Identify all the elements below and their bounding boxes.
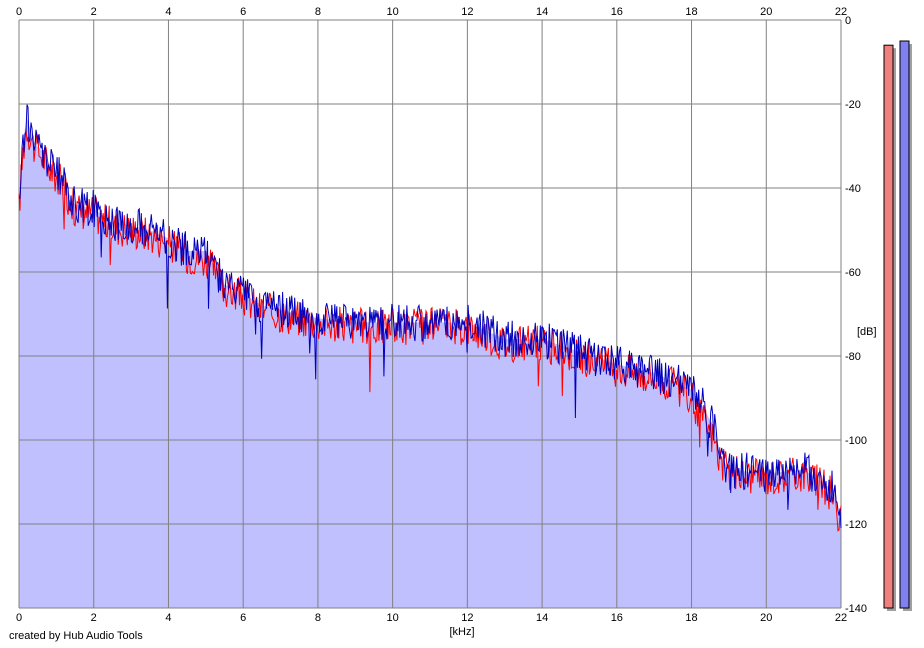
x-tick-label-bottom: 22 (835, 612, 847, 624)
x-tick-label-bottom: 16 (611, 612, 623, 624)
x-tick-label-bottom: 0 (16, 612, 22, 624)
x-tick-labels-top: 0 2 4 6 8 10 12 14 16 18 20 22 (16, 6, 847, 18)
x-tick-label-top: 8 (315, 6, 321, 18)
spectrum-fill-area (19, 116, 841, 608)
y-tick-label: -20 (845, 99, 861, 111)
x-tick-label-top: 4 (165, 6, 171, 18)
x-tick-labels-bottom: 0 2 4 6 8 10 12 14 16 18 20 22 (16, 612, 847, 624)
x-tick-label-bottom: 8 (315, 612, 321, 624)
x-tick-label-top: 10 (387, 6, 399, 18)
spectrum-fill (19, 116, 841, 608)
x-tick-label-bottom: 4 (165, 612, 171, 624)
level-meters (883, 40, 912, 611)
x-tick-label-bottom: 6 (240, 612, 246, 624)
x-tick-label-bottom: 14 (536, 612, 548, 624)
x-tick-label-top: 16 (611, 6, 623, 18)
x-axis-label: [kHz] (449, 626, 474, 638)
x-tick-label-bottom: 12 (461, 612, 473, 624)
series-line-0 (18, 128, 842, 532)
y-tick-label: -100 (845, 435, 867, 447)
level-meter-bar (899, 40, 910, 609)
x-tick-label-top: 14 (536, 6, 548, 18)
series-line-1 (18, 104, 842, 529)
x-tick-label-top: 22 (835, 6, 847, 18)
x-tick-label-bottom: 20 (760, 612, 772, 624)
y-tick-label: -80 (845, 351, 861, 363)
credit-text: created by Hub Audio Tools (9, 630, 143, 642)
x-tick-label-bottom: 10 (387, 612, 399, 624)
y-tick-label: -140 (845, 603, 867, 615)
x-tick-label-top: 0 (16, 6, 22, 18)
y-tick-label: -60 (845, 267, 861, 279)
series (18, 104, 842, 532)
x-tick-label-top: 6 (240, 6, 246, 18)
x-tick-label-top: 2 (91, 6, 97, 18)
level-meter-bar (883, 44, 894, 609)
x-tick-label-top: 18 (685, 6, 697, 18)
x-tick-label-top: 20 (760, 6, 772, 18)
x-tick-label-bottom: 2 (91, 612, 97, 624)
x-tick-label-bottom: 18 (685, 612, 697, 624)
grid (18, 19, 842, 609)
y-tick-label: -40 (845, 183, 861, 195)
y-tick-label: -120 (845, 519, 867, 531)
x-tick-label-top: 12 (461, 6, 473, 18)
y-axis-label: [dB] (857, 326, 877, 338)
y-tick-label: 0 (845, 15, 851, 27)
y-tick-labels: 0 -20 -40 -60 -80 -100 -120 -140 (845, 15, 867, 615)
